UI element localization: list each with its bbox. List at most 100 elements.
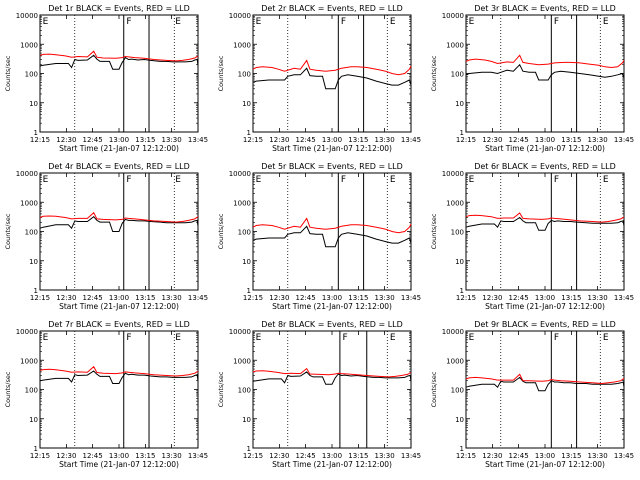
series-lld-line <box>39 365 199 377</box>
y-axis-label: Counts/sec <box>430 213 438 249</box>
region-marker: F <box>126 17 131 27</box>
x-tick-label: 13:45 <box>614 452 634 460</box>
x-tick-label: 13:15 <box>348 294 368 302</box>
x-tick-label: 13:00 <box>109 294 129 302</box>
panel-title: Det 1r BLACK = Events, RED = LLD <box>48 4 190 13</box>
y-tick-label: 1000 <box>20 199 38 207</box>
y-axis-label: Counts/sec <box>4 213 12 249</box>
x-tick-label: 12:15 <box>243 452 263 460</box>
y-tick-label: 100 <box>451 229 464 237</box>
panel-8: Det 8r BLACK = Events, RED = LLD 1 10 100 10… <box>217 320 421 469</box>
y-tick-label: 10 <box>455 258 464 266</box>
x-tick-label: 12:30 <box>56 294 76 302</box>
x-tick-label: 13:15 <box>135 136 155 144</box>
x-tick-label: 12:45 <box>509 294 529 302</box>
series-events-line <box>252 371 412 385</box>
x-tick-label: 13:15 <box>561 452 581 460</box>
series-events-line <box>465 63 625 81</box>
x-tick-label: 12:15 <box>30 452 50 460</box>
region-marker: E <box>175 175 181 185</box>
series-lld-line <box>39 211 199 223</box>
x-tick-label: 12:45 <box>83 452 103 460</box>
region-marker: E <box>603 175 609 185</box>
x-tick-label: 13:15 <box>135 452 155 460</box>
x-tick-label: 13:00 <box>535 452 555 460</box>
y-tick-label: 1 <box>247 129 251 137</box>
x-tick-label: 13:15 <box>348 136 368 144</box>
panel-title: Det 9r BLACK = Events, RED = LLD <box>474 320 616 329</box>
x-tick-label: 12:15 <box>243 294 263 302</box>
y-tick-label: 1 <box>34 129 38 137</box>
x-tick-label: 13:15 <box>135 294 155 302</box>
region-marker: F <box>341 175 346 185</box>
x-tick-label: 12:30 <box>269 294 289 302</box>
y-tick-label: 1 <box>460 287 464 295</box>
y-tick-label: 1 <box>34 287 38 295</box>
y-tick-label: 10 <box>455 100 464 108</box>
y-tick-label: 10000 <box>229 328 251 336</box>
x-tick-label: 13:00 <box>109 452 129 460</box>
x-axis-label: Start Time (21-Jan-07 12:12:00) <box>59 302 179 311</box>
series-lld-line <box>39 50 199 62</box>
x-tick-label: 13:15 <box>348 452 368 460</box>
series-lld-line <box>252 217 412 234</box>
panel-title: Det 6r BLACK = Events, RED = LLD <box>474 162 616 171</box>
y-tick-label: 1000 <box>20 41 38 49</box>
x-tick-label: 13:45 <box>188 452 208 460</box>
panel-3: Det 3r BLACK = Events, RED = LLD 1 10 100 10… <box>430 4 634 153</box>
x-axis-label: Start Time (21-Jan-07 12:12:00) <box>272 144 392 153</box>
x-tick-label: 13:00 <box>322 136 342 144</box>
y-axis-label: Counts/sec <box>4 371 12 407</box>
x-tick-label: 13:45 <box>188 294 208 302</box>
x-tick-label: 13:30 <box>588 294 608 302</box>
x-tick-label: 12:45 <box>296 452 316 460</box>
series-events-line <box>465 376 625 392</box>
y-tick-label: 1 <box>247 445 251 453</box>
region-marker: F <box>126 175 131 185</box>
y-tick-label: 10000 <box>16 170 38 178</box>
x-axis-label: Start Time (21-Jan-07 12:12:00) <box>485 144 605 153</box>
x-tick-label: 12:15 <box>30 136 50 144</box>
series-lld-line <box>465 54 625 69</box>
y-tick-label: 10000 <box>442 12 464 20</box>
region-marker: E <box>175 333 181 343</box>
x-tick-label: 13:30 <box>588 136 608 144</box>
panel-4: Det 4r BLACK = Events, RED = LLD 1 10 100 10… <box>4 162 208 311</box>
x-tick-label: 12:45 <box>83 294 103 302</box>
x-tick-label: 12:45 <box>296 294 316 302</box>
x-tick-label: 12:30 <box>482 452 502 460</box>
region-marker: E <box>390 17 396 27</box>
series-events-line <box>252 67 412 90</box>
y-tick-label: 1000 <box>233 199 251 207</box>
x-tick-label: 13:45 <box>401 294 421 302</box>
panel-title: Det 2r BLACK = Events, RED = LLD <box>261 4 403 13</box>
x-tick-label: 13:15 <box>561 136 581 144</box>
y-tick-label: 100 <box>238 71 251 79</box>
x-tick-label: 13:00 <box>322 294 342 302</box>
panel-title: Det 3r BLACK = Events, RED = LLD <box>474 4 616 13</box>
x-tick-label: 13:30 <box>162 452 182 460</box>
region-marker: E <box>469 333 475 343</box>
panel-5: Det 5r BLACK = Events, RED = LLD 1 10 100 10… <box>217 162 421 311</box>
y-tick-label: 10000 <box>16 328 38 336</box>
y-axis-label: Counts/sec <box>217 371 225 407</box>
x-tick-label: 13:45 <box>401 136 421 144</box>
region-marker: E <box>469 17 475 27</box>
region-marker: F <box>341 17 346 27</box>
x-tick-label: 13:45 <box>614 136 634 144</box>
y-tick-label: 10000 <box>442 170 464 178</box>
series-lld-line <box>465 212 625 223</box>
x-axis-label: Start Time (21-Jan-07 12:12:00) <box>485 460 605 469</box>
y-tick-label: 10000 <box>229 12 251 20</box>
y-axis-label: Counts/sec <box>217 213 225 249</box>
y-tick-label: 1 <box>460 129 464 137</box>
region-marker: E <box>390 175 396 185</box>
x-tick-label: 13:15 <box>561 294 581 302</box>
x-tick-label: 12:15 <box>243 136 263 144</box>
y-tick-label: 10000 <box>442 328 464 336</box>
x-tick-label: 12:45 <box>83 136 103 144</box>
panel-9: Det 9r BLACK = Events, RED = LLD 1 10 100 10… <box>430 320 634 469</box>
region-marker: E <box>43 333 49 343</box>
